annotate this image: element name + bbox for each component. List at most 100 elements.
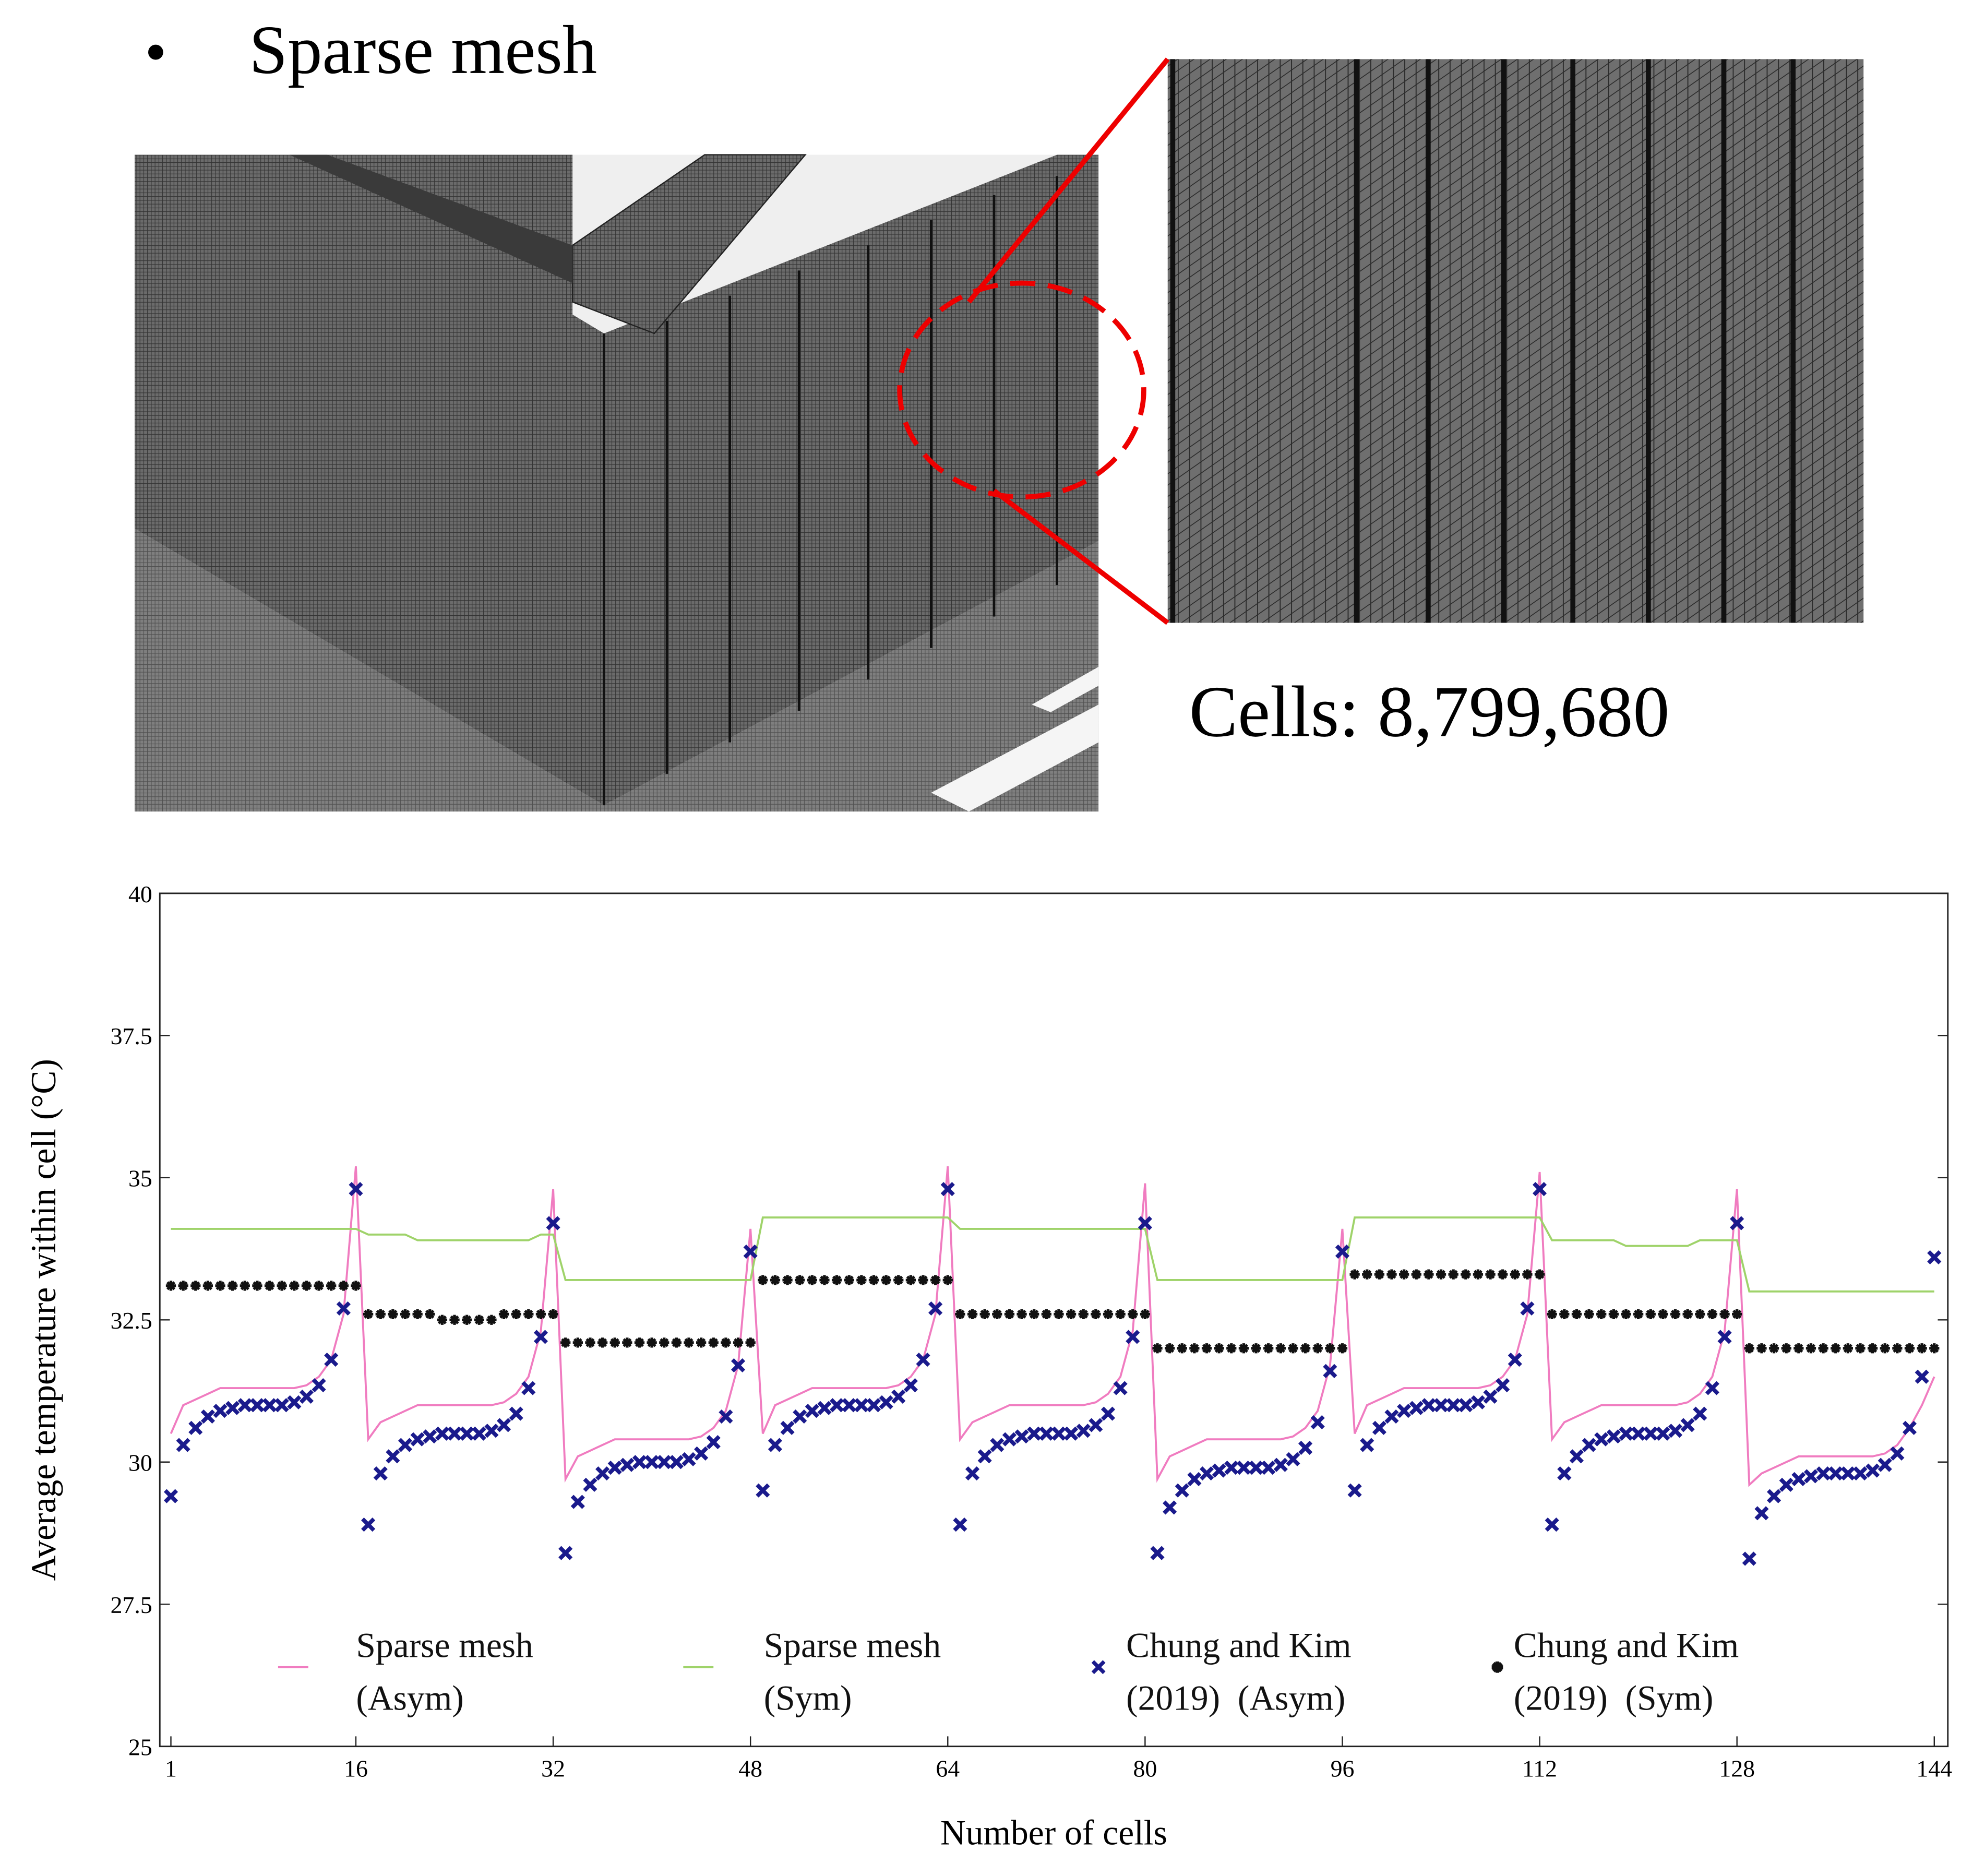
series-marker	[1461, 1269, 1471, 1280]
y-tick-label: 25	[128, 1734, 152, 1761]
series-marker	[990, 1438, 1005, 1452]
x-tick-label: 32	[541, 1755, 565, 1782]
y-tick-label: 30	[128, 1450, 152, 1476]
series-marker	[1374, 1269, 1385, 1280]
series-marker	[1779, 1477, 1793, 1492]
series-marker	[1002, 1432, 1017, 1447]
series-marker	[1619, 1426, 1633, 1441]
legend-label: Chung and Kim (2019) (Asym)	[1126, 1627, 1360, 1719]
legend-label: Chung and Kim (2019) (Sym)	[1513, 1627, 1748, 1719]
series-marker	[694, 1446, 709, 1461]
series-marker	[1732, 1309, 1742, 1320]
series-marker	[1017, 1309, 1027, 1320]
series-marker	[731, 1358, 746, 1373]
series-marker	[176, 1438, 190, 1452]
zoom-illustration	[897, 57, 1864, 625]
series-marker	[632, 1455, 647, 1469]
series-marker	[1473, 1269, 1484, 1280]
series-marker	[1756, 1343, 1767, 1354]
series-marker	[188, 1420, 203, 1435]
series-marker	[1103, 1309, 1114, 1320]
series-marker	[190, 1281, 201, 1291]
series-marker	[830, 1398, 844, 1413]
x-tick-label: 144	[1916, 1755, 1952, 1782]
series-line	[170, 1166, 1935, 1487]
series-marker	[314, 1281, 324, 1291]
series-marker	[1397, 1404, 1412, 1418]
series-marker	[1915, 1369, 1929, 1384]
series-marker	[903, 1378, 918, 1393]
series-marker	[1831, 1343, 1841, 1354]
series-marker	[1150, 1546, 1165, 1560]
x-tick-label: 16	[344, 1755, 368, 1782]
series-marker	[1645, 1309, 1656, 1320]
series-marker	[1608, 1309, 1619, 1320]
series-marker	[1880, 1343, 1890, 1354]
series-marker	[336, 1301, 351, 1316]
series-marker	[1902, 1420, 1917, 1435]
series-marker	[1510, 1269, 1520, 1280]
series-marker	[1187, 1472, 1202, 1487]
y-tick-label: 32.5	[111, 1307, 152, 1334]
series-marker	[250, 1398, 265, 1413]
series-marker	[893, 1275, 904, 1285]
series-marker	[819, 1275, 830, 1285]
series-marker	[200, 1409, 215, 1424]
series-marker	[462, 1315, 472, 1325]
series-marker	[498, 1309, 509, 1320]
series-marker	[1386, 1269, 1397, 1280]
series-marker	[768, 1438, 783, 1452]
series-marker	[1695, 1309, 1705, 1320]
legend-label: Sparse mesh (Sym)	[763, 1627, 950, 1719]
series-marker	[1693, 1406, 1707, 1421]
series-marker	[1705, 1381, 1719, 1395]
series-marker	[163, 1489, 178, 1503]
series-marker	[967, 1309, 978, 1320]
series-marker	[595, 1466, 610, 1481]
y-tick-label: 37.5	[111, 1023, 152, 1049]
y-axis-label: Average temperature within cell (°C)	[24, 1059, 63, 1581]
series-marker	[449, 1315, 460, 1325]
series-marker	[696, 1337, 707, 1348]
series-marker	[1803, 1469, 1819, 1484]
series-marker	[1584, 1309, 1594, 1320]
series-marker	[1078, 1309, 1089, 1320]
series-marker	[1263, 1343, 1274, 1354]
series-marker	[1409, 1401, 1424, 1415]
series-marker	[326, 1281, 337, 1291]
series-marker	[511, 1309, 521, 1320]
series-marker	[1140, 1309, 1151, 1320]
series-marker	[940, 1182, 955, 1197]
series-marker	[916, 1352, 930, 1367]
series-marker	[460, 1426, 474, 1441]
series-marker	[607, 1461, 622, 1475]
series-marker	[644, 1455, 659, 1469]
series-marker	[1310, 1415, 1325, 1430]
series-marker	[1569, 1449, 1584, 1464]
series-marker	[1177, 1343, 1187, 1354]
series-marker	[546, 1216, 560, 1230]
series-marker	[1298, 1440, 1313, 1455]
series-marker	[1175, 1483, 1189, 1498]
series-marker	[1707, 1309, 1718, 1320]
series-marker	[1421, 1398, 1436, 1413]
series-marker	[928, 1301, 943, 1316]
series-marker	[721, 1337, 731, 1348]
series-marker	[1051, 1426, 1066, 1441]
legend-entry: Sparse mesh (Asym)	[356, 1627, 533, 1719]
series-marker	[1766, 1489, 1781, 1503]
series-marker	[398, 1438, 413, 1452]
series-marker	[509, 1406, 523, 1421]
series-marker	[1532, 1182, 1547, 1197]
series-marker	[681, 1452, 696, 1466]
x-tick-label: 64	[936, 1755, 960, 1782]
series-marker	[351, 1281, 361, 1291]
series-marker	[1658, 1309, 1668, 1320]
series-marker	[831, 1275, 842, 1285]
series-marker	[1557, 1466, 1572, 1481]
series-marker	[758, 1275, 768, 1285]
series-marker	[165, 1281, 176, 1291]
series-marker	[1682, 1309, 1693, 1320]
series-marker	[905, 1275, 916, 1285]
mesh-illustration	[135, 154, 1099, 812]
